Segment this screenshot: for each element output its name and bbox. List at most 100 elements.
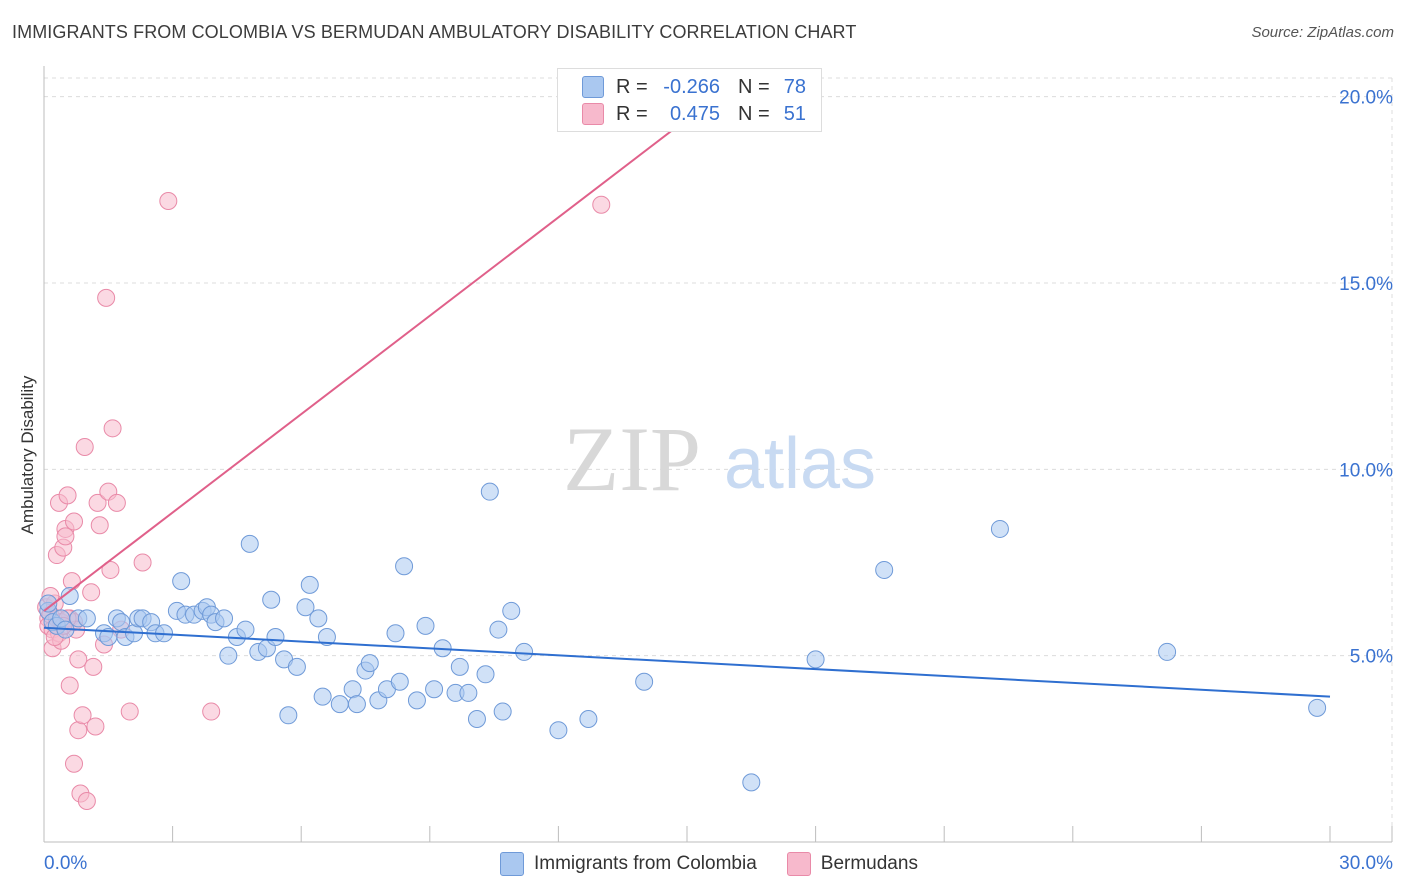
legend-label-bermudans: Bermudans <box>820 853 918 874</box>
bermudans-point <box>107 493 126 512</box>
colombia-point <box>549 721 568 740</box>
colombia-point <box>296 598 315 617</box>
colombia-point <box>407 691 426 710</box>
colombia-point <box>450 657 469 676</box>
legend-row-bermudans: R = 0.475 N = 51 <box>582 102 806 126</box>
source-label: Source: ZipAtlas.com <box>1251 24 1394 41</box>
bermudans-point <box>73 706 92 725</box>
legend-row-colombia: R = -0.266 N = 78 <box>582 75 806 99</box>
y-tick-label: 15.0% <box>1339 274 1393 295</box>
legend-label-colombia: Immigrants from Colombia <box>534 853 757 874</box>
bermudans-point <box>120 702 139 721</box>
colombia-trend-line <box>43 626 1331 698</box>
legend-r-label: R = <box>616 75 648 98</box>
tick-labels: 5.0% 10.0% 15.0% 20.0% 0.0% 30.0% <box>44 88 1393 874</box>
legend-swatch-colombia <box>500 852 524 876</box>
legend-swatch-bermudans <box>786 852 811 876</box>
colombia-point <box>386 624 405 643</box>
colombia-point <box>262 590 281 609</box>
colombia-point <box>317 628 336 647</box>
x-tick-label-min: 0.0% <box>44 853 87 874</box>
y-tick-label: 20.0% <box>1339 88 1393 109</box>
legend-swatch-blue <box>582 76 604 98</box>
bermudans-point <box>69 721 88 740</box>
colombia-point <box>236 620 255 639</box>
chart-title: IMMIGRANTS FROM COLOMBIA VS BERMUDAN AMB… <box>12 22 857 42</box>
stats-legend: R = -0.266 N = 78 R = 0.475 N = 51 <box>557 68 822 132</box>
legend-n-value: 78 <box>783 75 806 98</box>
watermark: ZIP atlas <box>563 408 876 510</box>
bermudans-point <box>65 512 84 531</box>
bermudans-trend-line <box>43 118 688 612</box>
watermark-zip: ZIP <box>563 408 701 510</box>
bermudans-point <box>69 650 88 669</box>
bermudans-point <box>58 486 77 505</box>
colombia-point <box>390 672 409 691</box>
x-tick-label-max: 30.0% <box>1339 853 1393 874</box>
colombia-point <box>240 534 259 553</box>
colombia-point <box>502 601 521 620</box>
colombia-point <box>875 560 894 579</box>
colombia-point <box>343 680 362 699</box>
legend-n-label: N = <box>738 75 770 98</box>
series-legend: Immigrants from Colombia Bermudans <box>500 852 948 876</box>
colombia-point <box>313 687 332 706</box>
legend-r-value: -0.266 <box>663 75 720 98</box>
colombia-point <box>425 680 444 699</box>
bermudans-point <box>84 657 103 676</box>
legend-item-bermudans[interactable]: Bermudans <box>786 852 918 876</box>
bermudans-point <box>65 754 84 773</box>
bermudans-point <box>133 553 152 572</box>
y-tick-label: 5.0% <box>1350 647 1393 668</box>
colombia-point <box>467 710 486 729</box>
bermudans-points <box>37 191 611 811</box>
colombia-point <box>742 773 761 792</box>
colombia-point <box>39 594 58 613</box>
bermudans-point <box>88 493 107 512</box>
bermudans-point <box>159 191 178 210</box>
colombia-point <box>279 706 298 725</box>
colombia-point <box>515 642 534 661</box>
colombia-point <box>493 702 512 721</box>
colombia-point <box>77 609 96 628</box>
colombia-point <box>266 628 285 647</box>
bermudans-point <box>60 676 79 695</box>
watermark-atlas: atlas <box>724 424 876 504</box>
bermudans-point <box>82 583 101 602</box>
colombia-point <box>287 657 306 676</box>
legend-swatch-pink <box>582 103 604 125</box>
colombia-point <box>309 609 328 628</box>
y-tick-label: 10.0% <box>1339 460 1393 481</box>
grid-lines <box>44 77 1393 842</box>
colombia-point <box>215 609 234 628</box>
colombia-point <box>459 683 478 702</box>
y-axis-label: Ambulatory Disability <box>18 375 37 535</box>
legend-r-value: 0.475 <box>669 102 720 125</box>
bermudans-point <box>97 288 116 307</box>
colombia-point <box>172 572 191 591</box>
colombia-point <box>330 695 349 714</box>
bermudans-point <box>592 195 611 214</box>
colombia-point <box>60 587 79 606</box>
colombia-point <box>1308 698 1327 717</box>
bermudans-point <box>62 572 81 591</box>
legend-r-label: R = <box>616 102 648 125</box>
colombia-point <box>395 557 414 576</box>
bermudans-point <box>101 560 120 579</box>
colombia-point <box>416 616 435 635</box>
bermudans-point <box>103 419 122 438</box>
bermudans-point <box>75 437 94 456</box>
axes <box>43 66 1393 843</box>
colombia-point <box>219 646 238 665</box>
colombia-point <box>347 695 366 714</box>
legend-item-colombia[interactable]: Immigrants from Colombia <box>500 852 757 876</box>
colombia-point <box>579 710 598 729</box>
colombia-point <box>990 519 1009 538</box>
colombia-point <box>1158 642 1177 661</box>
colombia-point <box>360 654 379 673</box>
bermudans-point <box>90 516 109 535</box>
legend-n-value: 51 <box>783 102 806 125</box>
legend-n-label: N = <box>738 102 770 125</box>
bermudans-point <box>56 527 75 546</box>
